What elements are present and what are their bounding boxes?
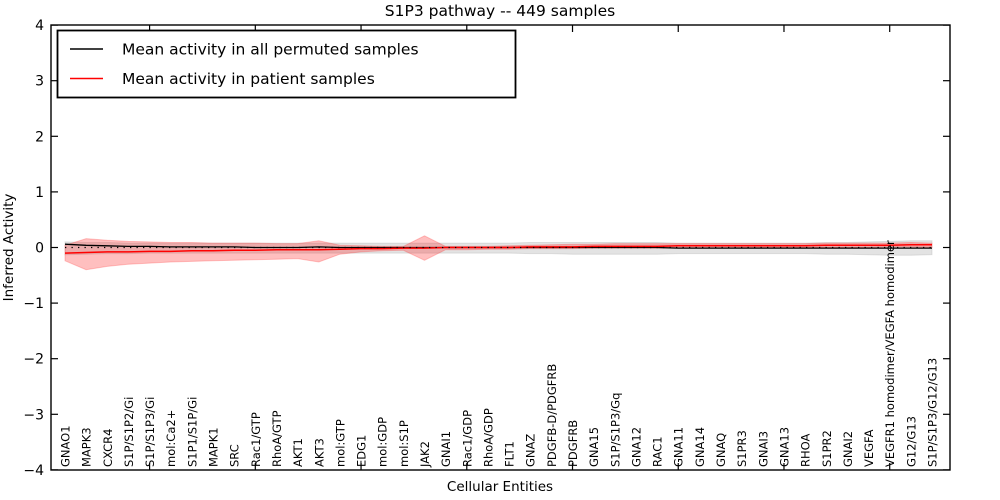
confidence-bands [64, 235, 933, 271]
x-tick-label: RhoA/GTP [270, 410, 284, 467]
x-tick-label: PDGFRB [566, 420, 580, 467]
legend-label-permuted: Mean activity in all permuted samples [122, 41, 419, 59]
x-tick-label: mol:S1P [397, 420, 411, 467]
x-tick-label: GNA13 [778, 427, 792, 467]
x-tick-label: mol:Ca2+ [164, 410, 178, 467]
x-tick-label: S1P1/S1P/Gi [185, 397, 199, 467]
x-tick-label: G12/G13 [904, 416, 918, 467]
x-tick-label: Rac1/GTP [249, 412, 263, 467]
x-tick-label: GNAI3 [756, 431, 770, 467]
x-tick-label: S1PR3 [735, 430, 749, 467]
y-tick-label: 1 [35, 185, 44, 201]
x-tick-label: GNAI2 [841, 431, 855, 467]
patient-mean-line [64, 243, 932, 254]
chart-title: S1P3 pathway -- 449 samples [385, 2, 615, 20]
x-tick-label: AKT1 [291, 438, 305, 467]
x-tick-label: mol:GTP [333, 419, 347, 467]
x-tick-label: RAC1 [651, 436, 665, 467]
x-tick-label: RhoA/GDP [481, 408, 495, 467]
x-tick-label: GNA14 [693, 427, 707, 467]
y-tick-label: 4 [35, 18, 44, 34]
x-tick-label: RHOA [799, 434, 813, 467]
x-tick-label: AKT3 [312, 438, 326, 467]
x-tick-label: JAK2 [418, 441, 432, 468]
y-tick-label: −3 [23, 407, 44, 423]
legend-box [56, 29, 517, 99]
y-axis-label: Inferred Activity [1, 194, 17, 302]
y-tick-label: 2 [35, 129, 44, 145]
x-tick-label: Rac1/GDP [460, 410, 474, 467]
x-tick-label: GNAI1 [439, 431, 453, 467]
x-axis-label: Cellular Entities [447, 479, 553, 495]
x-tick-label: CXCR4 [101, 429, 115, 467]
x-tick-label: VEGFA [862, 429, 876, 467]
x-tick-label: GNAO1 [59, 425, 73, 467]
x-tick-label: GNA15 [587, 427, 601, 467]
x-tick-label: S1P/S1P3/Gi [143, 397, 157, 467]
x-tick-label: EDG1 [355, 435, 369, 467]
x-tick-label: mol:GDP [376, 417, 390, 467]
legend: Mean activity in all permuted samples Me… [56, 29, 517, 99]
axis-ticks [51, 24, 950, 471]
x-tick-label: FLT1 [503, 441, 517, 467]
y-tick-label: −4 [23, 463, 44, 479]
x-tick-label: MAPK1 [207, 427, 221, 467]
x-tick-label: S1P/S1P3/Gq [608, 393, 622, 467]
x-tick-labels: GNAO1 MAPK3 CXCR4 S1P/S1P2/Gi S1P/S1P3/Gi mol… [59, 240, 940, 468]
y-tick-label: −2 [23, 352, 44, 368]
y-tick-label: −1 [23, 296, 44, 312]
x-tick-label: S1PR2 [820, 430, 834, 467]
x-tick-label: GNA11 [672, 427, 686, 467]
x-tick-label: S1P/S1P2/Gi [122, 397, 136, 467]
x-tick-label: VEGFR1 homodimer/VEGFA homodimer [883, 240, 897, 467]
y-tick-label: 0 [35, 241, 44, 257]
y-tick-labels: 4 3 2 1 0 −1 −2 −3 −4 [23, 18, 44, 479]
x-tick-label: MAPK3 [80, 427, 94, 467]
x-tick-label: S1P/S1P3/G12/G13 [926, 358, 940, 467]
y-tick-label: 3 [35, 74, 44, 90]
legend-label-patient: Mean activity in patient samples [122, 70, 375, 88]
x-tick-label: PDGFB-D/PDGFRB [545, 364, 559, 467]
x-tick-label: GNA12 [630, 427, 644, 467]
x-tick-label: GNAZ [524, 434, 538, 467]
series-lines [64, 243, 932, 254]
x-tick-label: GNAQ [714, 433, 728, 467]
x-tick-label: SRC [228, 444, 242, 467]
